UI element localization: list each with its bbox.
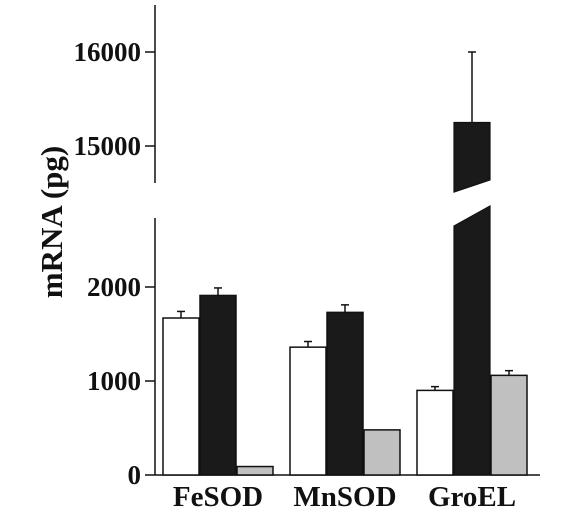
y-axis-title: mRNA (pg) — [34, 146, 69, 298]
y-tick-label-lower-0: 0 — [128, 460, 142, 490]
bar-FeSOD-s1 — [199, 294, 237, 476]
x-tick-label-0: FeSOD — [173, 481, 263, 512]
y-tick-label-upper-1: 16000 — [74, 37, 142, 67]
x-tick-label-1: MnSOD — [293, 481, 396, 512]
x-tick-label-2: GroEL — [428, 481, 516, 512]
y-tick-label-upper-0: 15000 — [74, 131, 142, 161]
bar-FeSOD-s0 — [162, 317, 200, 476]
bar-GroEL-s2 — [490, 374, 528, 476]
bar-MnSOD-s1 — [326, 311, 364, 476]
bar-FeSOD-s2 — [236, 465, 274, 476]
bar-MnSOD-s0 — [289, 346, 327, 476]
bar-GroEL-s1-lower — [453, 204, 491, 476]
y-tick-label-lower-1: 1000 — [87, 366, 141, 396]
bar-GroEL-s1-upper — [453, 121, 491, 193]
y-tick-label-lower-2: 2000 — [87, 272, 141, 302]
bar-MnSOD-s2 — [363, 429, 401, 476]
bar-GroEL-s0 — [416, 389, 454, 476]
